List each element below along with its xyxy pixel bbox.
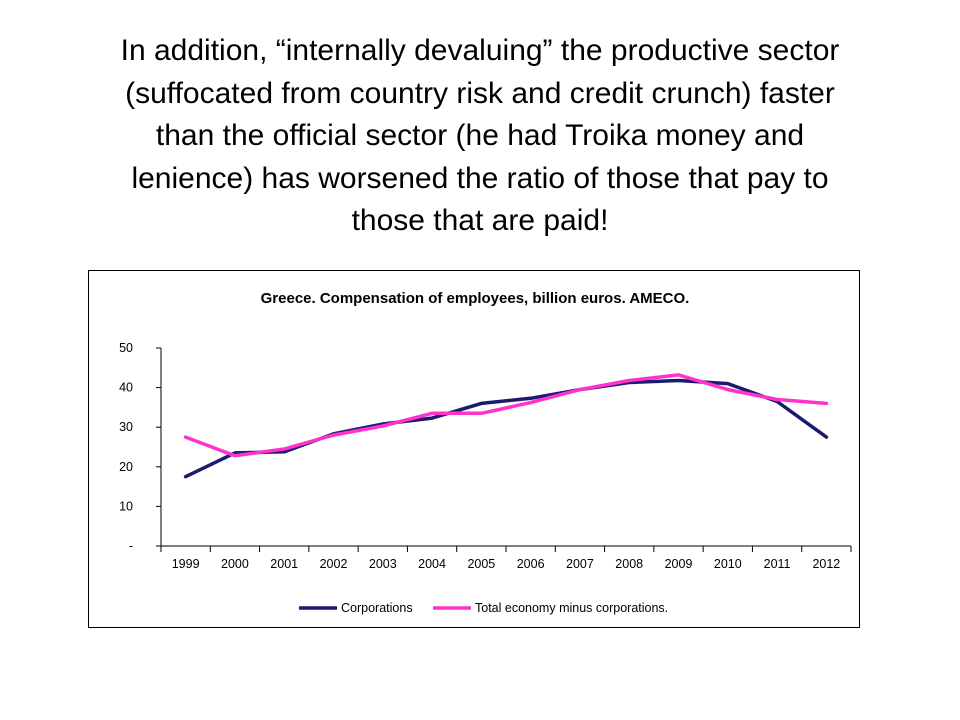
- legend: Corporations Total economy minus corporat…: [299, 601, 668, 615]
- y-tick-label: 20: [119, 460, 133, 474]
- chart-container: Greece. Compensation of employees, billi…: [88, 270, 860, 628]
- title-line: In addition, “internally devaluing” the …: [120, 34, 840, 67]
- y-tick-label: 30: [119, 420, 133, 434]
- legend-label: Corporations: [341, 601, 413, 615]
- x-tick-label: 2006: [517, 557, 545, 571]
- title-line: than the official sector (he had Troika …: [155, 119, 805, 152]
- chart-title: Greece. Compensation of employees, billi…: [261, 290, 690, 307]
- x-tick-label: 2010: [714, 557, 742, 571]
- x-tick-label: 2003: [369, 557, 397, 571]
- y-tick-label: -: [129, 539, 133, 553]
- title-line: (suffocated from country risk and credit…: [125, 76, 835, 110]
- x-tick-label: 2004: [418, 557, 446, 571]
- x-tick-label: 2002: [320, 557, 348, 571]
- title-line: those that are paid!: [351, 204, 609, 237]
- title-line: lenience) has worsened the ratio of thos…: [131, 161, 829, 195]
- y-tick-label: 40: [119, 381, 133, 395]
- x-tick-label: 2011: [764, 557, 791, 571]
- x-tick-label: 2009: [665, 557, 693, 571]
- x-tick-label: 2005: [467, 557, 495, 571]
- x-tick-label: 2007: [566, 557, 594, 571]
- series-line-corporations: [183, 378, 829, 479]
- series-line-total-economy-minus-corporations: [183, 373, 829, 458]
- legend-label: Total economy minus corporations.: [475, 601, 668, 615]
- slide-title: In addition, “internally devaluing” the …: [60, 30, 900, 243]
- x-tick-label: 2008: [615, 557, 643, 571]
- x-tick-label: 2000: [221, 557, 249, 571]
- x-tick-label: 1999: [172, 557, 200, 571]
- x-tick-label: 2001: [270, 557, 298, 571]
- plot-area: - 10 20 30 40 50 1999 2000 2001 2002 2003 2004 2005 2…: [119, 341, 852, 571]
- y-tick-label: 10: [119, 499, 133, 513]
- y-tick-label: 50: [119, 341, 133, 355]
- line-chart: Greece. Compensation of employees, billi…: [119, 290, 852, 615]
- x-tick-label: 2012: [812, 557, 840, 571]
